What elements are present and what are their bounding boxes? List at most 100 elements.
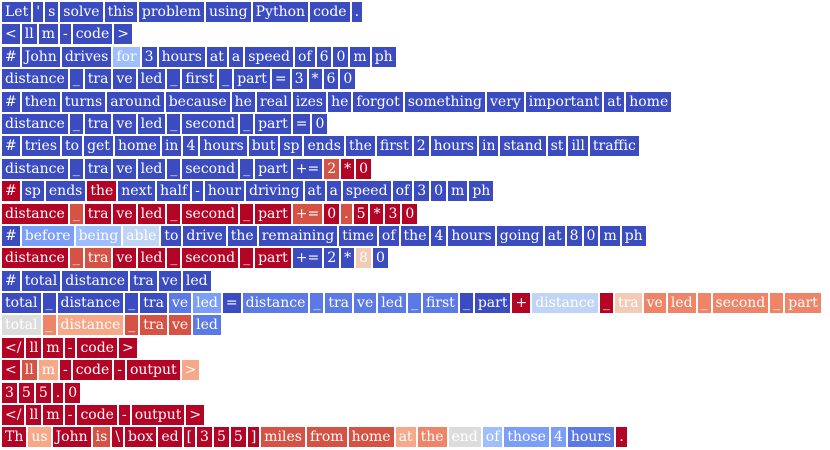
- token: *: [341, 158, 355, 179]
- token: _: [167, 69, 181, 90]
- token: 0: [333, 46, 349, 67]
- token: 3: [414, 181, 430, 202]
- token: distance: [2, 203, 68, 224]
- token: </: [2, 337, 25, 358]
- token: distance: [57, 315, 124, 336]
- token: _: [697, 293, 711, 314]
- token: tra: [84, 203, 112, 224]
- token: Python: [252, 2, 309, 22]
- token: ve: [354, 293, 377, 314]
- token: _: [407, 293, 421, 314]
- token: hours: [158, 46, 205, 67]
- token: at: [604, 91, 625, 112]
- token: output: [126, 360, 180, 381]
- token: <: [2, 360, 20, 381]
- token: code: [77, 337, 117, 358]
- token: >: [114, 24, 132, 45]
- token: stand: [500, 136, 546, 157]
- token: led: [137, 248, 166, 269]
- token: led: [378, 293, 406, 314]
- token: izes: [292, 91, 327, 112]
- token: -: [114, 360, 125, 381]
- token: #: [2, 270, 20, 291]
- token: hours: [200, 136, 247, 157]
- token: _: [125, 293, 139, 314]
- token: tra: [325, 293, 353, 314]
- token: ve: [168, 293, 192, 314]
- token: home: [626, 91, 672, 112]
- token: real: [256, 91, 291, 112]
- token: ph: [621, 225, 646, 246]
- token: tra: [84, 248, 112, 269]
- token: sp: [280, 136, 303, 157]
- token: </: [2, 405, 25, 426]
- token: \: [112, 427, 124, 448]
- token: 0: [583, 225, 599, 246]
- token: 3: [2, 382, 17, 403]
- token: ve: [643, 293, 666, 314]
- token: _: [770, 293, 784, 314]
- token: John: [21, 46, 60, 67]
- token: =: [292, 113, 311, 134]
- token: 2: [324, 248, 340, 269]
- token: second: [712, 293, 769, 314]
- token: led: [182, 270, 211, 291]
- token: ve: [168, 315, 192, 336]
- token: output: [131, 405, 185, 426]
- token: ve: [158, 270, 181, 291]
- token: distance: [532, 293, 598, 314]
- token: us: [28, 427, 51, 448]
- token: _: [219, 69, 233, 90]
- token: ill: [568, 136, 588, 157]
- token: tra: [130, 270, 157, 291]
- token: 8: [566, 225, 582, 246]
- token: 5: [213, 427, 229, 448]
- token-line: < ll m - code - output >: [2, 360, 830, 382]
- token: ve: [113, 248, 136, 269]
- token: driving: [246, 181, 303, 202]
- token: the: [87, 181, 117, 202]
- token: 3: [291, 69, 307, 90]
- token: -: [118, 405, 130, 426]
- token: _: [69, 69, 83, 90]
- token: -: [59, 24, 71, 45]
- token: hours: [430, 136, 477, 157]
- token: home: [348, 427, 394, 448]
- token: of: [378, 225, 399, 246]
- token: _: [42, 293, 56, 314]
- token: #: [2, 136, 20, 157]
- token: ]: [247, 427, 260, 448]
- token-line: </ll m - code - output >: [2, 405, 830, 427]
- token: first: [376, 136, 412, 157]
- token: 2: [413, 136, 429, 157]
- token: home: [114, 136, 160, 157]
- token: for: [113, 46, 140, 67]
- token: miles: [261, 427, 305, 448]
- token: to: [62, 136, 83, 157]
- token: he: [231, 91, 255, 112]
- token: m: [43, 405, 63, 426]
- token: ve: [113, 158, 136, 179]
- token: at: [304, 181, 325, 202]
- token: ve: [113, 69, 136, 90]
- token: _: [69, 158, 83, 179]
- token-line: total _ distance _ tra ve led = distance _ tra ve le…: [2, 293, 830, 315]
- token: those: [504, 427, 549, 448]
- token: *: [341, 248, 355, 269]
- token: distance: [62, 270, 128, 291]
- token: m: [38, 360, 58, 381]
- token: is: [92, 427, 111, 448]
- token: ve: [113, 203, 136, 224]
- token: 5: [230, 427, 246, 448]
- token-line: distance _ tra ve led _ second _ part += 2 * 0: [2, 158, 830, 181]
- token: Th: [2, 427, 27, 448]
- token: led: [137, 69, 166, 90]
- token: +=: [292, 203, 323, 224]
- token: at: [206, 46, 227, 67]
- token-line: # total distance tra ve led: [2, 270, 830, 293]
- token: tra: [84, 158, 112, 179]
- token-line: distance _ tra ve led _ second _ part = 0: [2, 113, 830, 136]
- token: 0: [431, 181, 447, 202]
